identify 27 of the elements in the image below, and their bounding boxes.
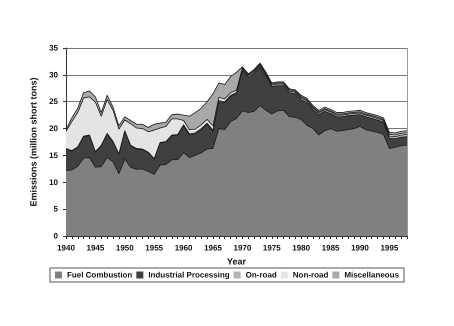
legend-label: Fuel Combustion <box>66 270 132 280</box>
x-axis-title: Year <box>226 256 246 266</box>
x-tick-label: 1950 <box>116 244 134 252</box>
x-tick-label: 1970 <box>233 244 252 252</box>
legend-label: Non-road <box>292 270 328 280</box>
x-tick-label: 1975 <box>262 244 282 252</box>
x-tick-label: 1955 <box>145 244 164 252</box>
x-tick-label: 1995 <box>380 244 399 252</box>
x-tick-label: 1985 <box>322 244 340 252</box>
y-tick-label: 20 <box>49 124 59 134</box>
x-tick-label: 1940 <box>57 244 76 252</box>
y-tick-label: 10 <box>49 178 59 187</box>
y-tick-label: 5 <box>54 204 59 214</box>
y-tick-label: 15 <box>49 150 59 160</box>
y-axis-title: Emissions (million short tons) <box>28 77 39 207</box>
y-tick-label: 25 <box>49 97 59 106</box>
legend-label: Miscellaneous <box>344 270 400 280</box>
legend-label: On-road <box>246 270 277 280</box>
y-tick-label: 0 <box>54 232 59 240</box>
x-tick-label: 1980 <box>292 244 311 252</box>
legend-label: Industrial Processing <box>148 270 230 280</box>
y-tick-label: 35 <box>49 44 59 52</box>
y-tick-label: 30 <box>49 70 59 80</box>
x-tick-label: 1990 <box>351 244 370 252</box>
x-tick-label: 1960 <box>174 244 194 252</box>
x-tick-label: 1965 <box>204 244 222 252</box>
x-tick-label: 1945 <box>86 244 105 252</box>
